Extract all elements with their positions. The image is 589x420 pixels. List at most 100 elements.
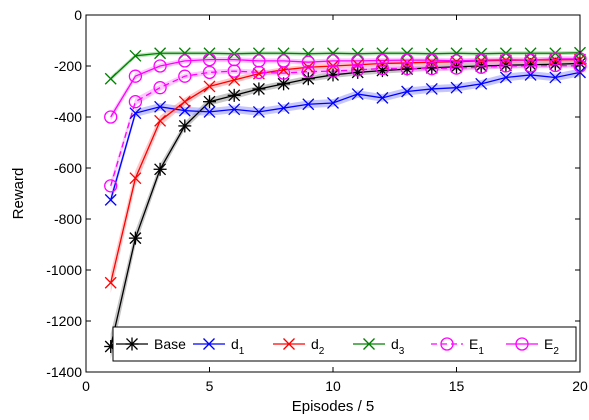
legend-label-base: Base — [154, 336, 186, 352]
marker-d2 — [351, 58, 364, 71]
axis-tick-labels: 0 5 10 15 20 0 -200 -400 -600 -800 -1000 -1200 -1400 — [46, 7, 588, 394]
marker-e1 — [400, 61, 414, 76]
marker-d3 — [524, 47, 537, 60]
line-d1 — [110, 71, 581, 201]
y-tick-label: -1400 — [46, 364, 82, 380]
marker-e1 — [351, 63, 365, 77]
marker-e2 — [523, 53, 538, 67]
marker-e1 — [128, 95, 143, 109]
confidence-bands — [110, 50, 580, 360]
marker-d2 — [376, 57, 389, 70]
legend-box — [112, 326, 577, 362]
marker-d1 — [228, 103, 241, 116]
x-tick-label: 10 — [325, 378, 341, 394]
marker-d1 — [104, 193, 117, 206]
line-e2 — [110, 58, 580, 118]
y-tick-label: -800 — [54, 211, 82, 227]
band-d1 — [110, 68, 580, 205]
marker-e1 — [104, 179, 118, 193]
line-d2 — [110, 58, 581, 283]
marker-d1 — [277, 102, 290, 115]
marker-e2 — [425, 53, 439, 67]
marker-d2 — [302, 61, 315, 74]
band-e1 — [110, 62, 580, 191]
marker-d1 — [549, 71, 562, 84]
y-tick-label: -200 — [54, 58, 82, 74]
marker-d2 — [178, 95, 191, 108]
marker-d3 — [351, 47, 364, 60]
marker-d2 — [104, 276, 117, 289]
marker-d1 — [252, 105, 265, 118]
marker-e2 — [499, 52, 513, 67]
marker-e1 — [474, 60, 488, 74]
marker-d2 — [327, 60, 339, 72]
line-e1 — [110, 64, 581, 187]
legend-marker-e2 — [515, 337, 529, 351]
marker-base — [301, 72, 315, 86]
marker-d1 — [178, 104, 191, 117]
legend-label-e1: E1 — [469, 336, 484, 357]
legend-label-d1: d1 — [231, 336, 245, 357]
marker-base — [128, 231, 142, 245]
marker-d1 — [499, 71, 512, 84]
marker-d2 — [203, 80, 216, 93]
marker-e2 — [128, 69, 143, 83]
marker-e2 — [276, 54, 291, 68]
y-tick-label: -1000 — [46, 262, 82, 278]
marker-d1 — [450, 81, 463, 94]
marker-d1 — [351, 88, 364, 101]
marker-e1 — [499, 59, 513, 73]
marker-base — [351, 65, 365, 79]
band-d2 — [110, 57, 580, 293]
legend-label-d2: d2 — [311, 336, 325, 357]
marker-e2 — [400, 53, 414, 67]
marker-e1 — [153, 81, 167, 95]
marker-base — [178, 119, 192, 133]
marker-e2 — [301, 55, 315, 69]
marker-e1 — [548, 58, 562, 73]
x-tick-label: 0 — [82, 378, 90, 394]
y-tick-label: -600 — [54, 160, 82, 176]
marker-e2 — [252, 54, 266, 68]
marker-e2 — [375, 53, 390, 68]
marker-e2 — [104, 110, 118, 124]
legend-label-e2: E2 — [544, 336, 559, 357]
legend-marker-d2 — [283, 338, 295, 350]
marker-e2 — [351, 54, 365, 68]
marker-e2 — [178, 54, 192, 68]
line-d3 — [110, 52, 581, 80]
marker-d2 — [129, 172, 142, 185]
marker-d2 — [154, 114, 167, 127]
marker-e1 — [202, 65, 217, 80]
y-tick-label: -1200 — [46, 313, 82, 329]
marker-e2 — [449, 54, 464, 68]
marker-d3 — [376, 47, 389, 60]
axis-ticks — [85, 14, 581, 373]
series-markers — [104, 46, 587, 353]
marker-e2 — [326, 54, 340, 68]
y-axis-label: Reward — [10, 168, 27, 220]
x-tick-label: 5 — [206, 378, 214, 394]
legend: Base d1 d2 d3 E1 E2 — [112, 326, 577, 362]
marker-d1 — [327, 97, 339, 109]
legend-label-d3: d3 — [391, 336, 405, 357]
marker-e1 — [523, 59, 538, 73]
legend-marker-base — [125, 337, 139, 351]
marker-d1 — [401, 85, 414, 98]
marker-e1 — [178, 69, 192, 83]
legend-marker-d3 — [363, 338, 375, 350]
marker-d1 — [154, 100, 167, 113]
marker-base — [153, 162, 167, 176]
marker-d1 — [302, 98, 315, 111]
marker-e2 — [474, 53, 488, 67]
x-tick-label: 20 — [572, 378, 588, 394]
marker-d3 — [401, 47, 414, 60]
x-tick-label: 15 — [449, 378, 465, 394]
marker-d3 — [154, 47, 167, 60]
marker-e1 — [425, 61, 439, 76]
marker-e1 — [301, 64, 315, 79]
legend-marker-e1 — [440, 337, 454, 351]
marker-e2 — [227, 52, 241, 67]
